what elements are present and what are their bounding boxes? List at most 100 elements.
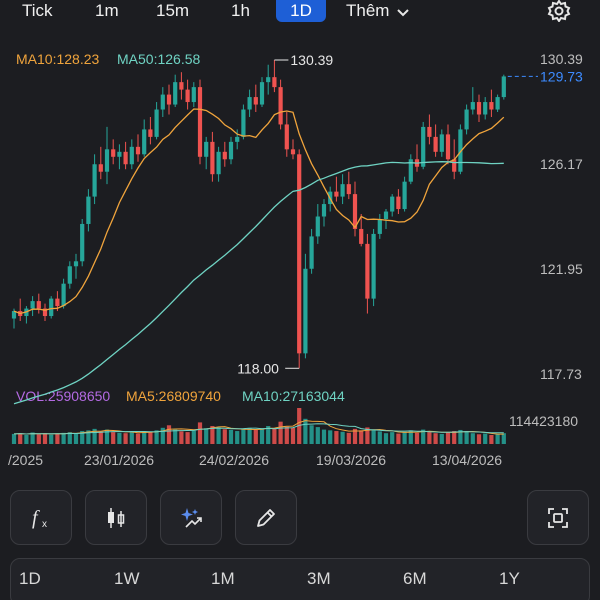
- candle: [30, 301, 35, 309]
- volume-bar: [377, 431, 382, 444]
- interval-1h[interactable]: 1h: [231, 1, 250, 20]
- candle: [86, 196, 91, 224]
- candle: [340, 184, 345, 197]
- candle: [408, 159, 413, 182]
- volume-bar: [222, 429, 227, 444]
- candle: [173, 82, 178, 105]
- candle: [470, 102, 475, 110]
- volume-bar: [55, 433, 60, 444]
- gear-icon[interactable]: [546, 0, 572, 23]
- volume-bar: [117, 432, 122, 444]
- volume-bar: [272, 428, 277, 444]
- volume-bar: [166, 425, 172, 444]
- volume-bar: [24, 435, 29, 444]
- interval-more-label: Thêm: [346, 1, 390, 20]
- candle: [98, 164, 103, 172]
- candle: [204, 141, 209, 157]
- ma10-legend: MA10:128.23: [16, 51, 100, 67]
- volume-bar: [228, 429, 234, 444]
- interval-tick[interactable]: Tick: [22, 1, 53, 20]
- candle: [278, 87, 283, 125]
- candle: [55, 298, 60, 307]
- range-1w[interactable]: 1W: [114, 569, 140, 588]
- candle: [489, 102, 494, 110]
- candle: [452, 159, 457, 172]
- volume-bar: [36, 434, 41, 444]
- chart-type-button[interactable]: [85, 490, 147, 545]
- interval-1d[interactable]: 1D: [276, 0, 326, 22]
- fullscreen-button[interactable]: [527, 490, 589, 545]
- volume-bar: [191, 430, 196, 444]
- volume-bar: [179, 431, 184, 444]
- volume-bar: [433, 433, 438, 444]
- volume-bar: [216, 427, 221, 444]
- candle: [321, 204, 327, 217]
- volume-bar: [365, 427, 370, 444]
- range-1d[interactable]: 1D: [19, 569, 41, 588]
- volume-max-label: 114423180: [509, 413, 578, 429]
- candle: [154, 109, 159, 137]
- volume-bar: [80, 431, 85, 444]
- candlestick-icon: [103, 505, 129, 531]
- candle: [421, 126, 426, 167]
- ma10-line: [13, 108, 505, 315]
- volume-bar: [464, 431, 469, 444]
- candle: [73, 261, 79, 267]
- price-chart[interactable]: 130.39 129.73 126.17 121.95 117.73 130.3…: [0, 30, 600, 475]
- chevron-down-icon: [397, 1, 410, 23]
- volume-bar: [278, 421, 283, 444]
- volume-ma10-line: [13, 423, 504, 435]
- volume-layer: [11, 408, 506, 444]
- draw-button[interactable]: [235, 490, 297, 545]
- volume-bar: [142, 431, 147, 444]
- candle: [483, 102, 488, 115]
- volume-bar: [315, 427, 320, 444]
- ai-tools-button[interactable]: [160, 490, 222, 545]
- candle: [11, 311, 17, 319]
- candle: [259, 82, 265, 105]
- volume-bar: [328, 430, 333, 444]
- candle: [315, 216, 320, 237]
- volume-bar: [359, 430, 364, 444]
- volume-bar: [408, 430, 413, 444]
- range-6m[interactable]: 6M: [403, 569, 427, 588]
- y-tick-label: 117.73: [540, 366, 582, 382]
- volume-bar: [390, 432, 395, 444]
- volume-bar: [458, 429, 463, 444]
- y-tick-label: 130.39: [540, 51, 583, 67]
- volume-bar: [396, 433, 401, 444]
- candle: [266, 77, 271, 83]
- candle: [371, 233, 376, 299]
- range-3m[interactable]: 3M: [307, 569, 331, 588]
- volume-bar: [30, 432, 35, 444]
- min-price-label: 118.00: [237, 360, 279, 376]
- interval-more[interactable]: Thêm: [346, 0, 410, 23]
- candle: [464, 109, 469, 130]
- sparkle-icon: [178, 505, 204, 531]
- candle: [49, 298, 54, 317]
- candle: [216, 151, 221, 175]
- candle: [352, 194, 358, 229]
- candle: [445, 134, 451, 160]
- ma50-legend: MA50:126.58: [117, 51, 201, 67]
- candle: [92, 164, 97, 197]
- range-1m[interactable]: 1M: [211, 569, 235, 588]
- interval-1m[interactable]: 1m: [95, 1, 119, 20]
- candle: [439, 134, 444, 152]
- pencil-icon: [253, 505, 279, 531]
- volume-bar: [98, 431, 103, 444]
- volume-bar: [235, 431, 240, 444]
- candle: [179, 82, 184, 90]
- volume-bar: [247, 427, 252, 444]
- volume-bar: [489, 435, 494, 444]
- volume-bar: [321, 429, 327, 444]
- range-1y[interactable]: 1Y: [499, 569, 520, 588]
- interval-15m[interactable]: 15m: [156, 1, 190, 20]
- candle: [377, 218, 382, 234]
- candle: [396, 196, 401, 210]
- volume-bar: [266, 426, 271, 444]
- x-tick-label: 24/02/2026: [199, 452, 269, 468]
- y-tick-label: 121.95: [540, 261, 583, 277]
